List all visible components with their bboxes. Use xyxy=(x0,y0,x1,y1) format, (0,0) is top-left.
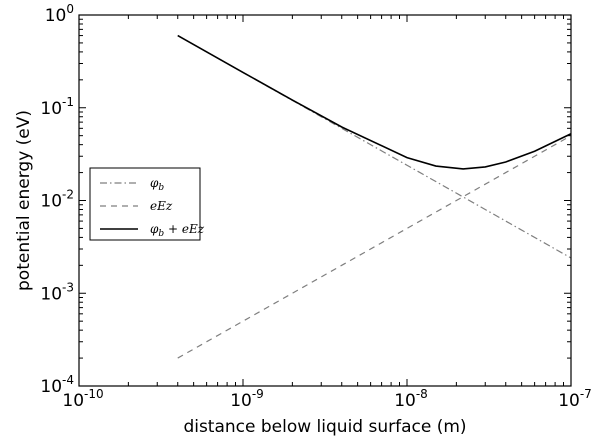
series-layer xyxy=(177,34,572,359)
legend-label-2: eEz xyxy=(150,199,173,213)
legend-entries: φb eEz φb + eEz xyxy=(100,176,205,239)
y-tick-label-2: 10-3 xyxy=(40,280,74,304)
legend-frame xyxy=(89,167,201,241)
tick-label-layer: 10-10 10-9 10-8 10-7 10-4 10-3 10-2 10-1 100 xyxy=(40,2,591,411)
series-line-3 xyxy=(177,34,572,170)
plot-frame xyxy=(78,14,572,387)
legend-label-1: φb xyxy=(150,176,164,193)
x-tick-label-2: 10-9 xyxy=(230,387,264,411)
x-tick-label-3: 10-8 xyxy=(394,387,428,411)
y-tick-label-3: 10-2 xyxy=(40,188,74,212)
series-line-2 xyxy=(177,135,572,359)
x-axis-label: distance below liquid surface (m) xyxy=(183,417,466,437)
x-tick-label-1: 10-10 xyxy=(62,387,103,411)
y-tick-label-4: 10-1 xyxy=(40,95,74,119)
legend-label-3: φb + eEz xyxy=(150,222,205,239)
legend: φb eEz φb + eEz xyxy=(89,167,205,241)
y-axis-label: potential energy (eV) xyxy=(14,110,34,291)
y-tick-label-1: 10-4 xyxy=(40,373,74,397)
x-tick-label-4: 10-7 xyxy=(558,387,592,411)
series-line-1 xyxy=(177,35,572,259)
y-tick-label-5: 100 xyxy=(45,2,74,26)
